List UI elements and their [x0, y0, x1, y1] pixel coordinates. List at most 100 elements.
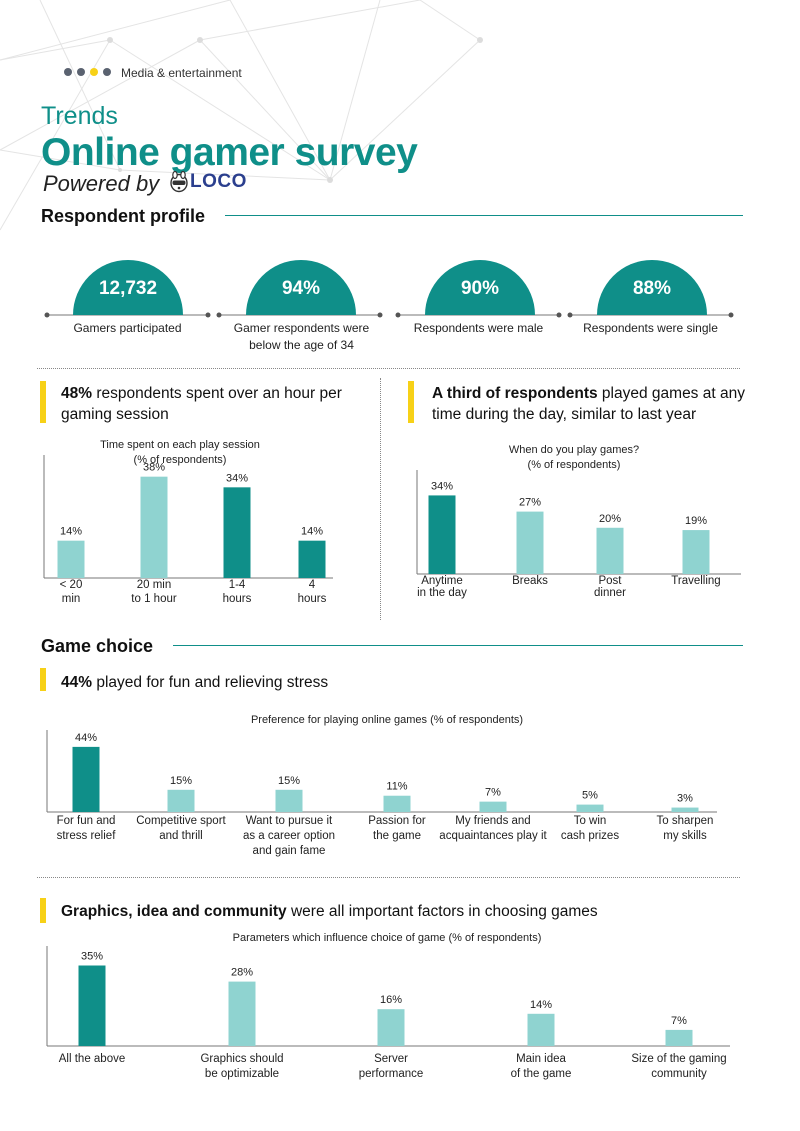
section-title-profile: Respondent profile [41, 206, 206, 226]
stat-value-age: 94% [281, 278, 321, 299]
section-title-game-choice: Game choice [41, 636, 154, 656]
bar-value-label: 16% [380, 994, 402, 1006]
category-tick-label: 4 [309, 579, 316, 591]
category-tick-label: Competitive sport [136, 815, 226, 827]
page-kicker: Trends [41, 102, 118, 130]
stat-value-single: 88% [632, 278, 672, 299]
game-choice-headline-bold: 44% [61, 674, 93, 691]
category-tick-label: All the above [59, 1053, 126, 1065]
stat-shape-3 [395, 260, 562, 318]
bar-value-label: 34% [226, 472, 248, 484]
chart-title-parameters: Parameters which influence choice of gam… [232, 932, 542, 944]
factors-headline: Graphics, idea and community were all im… [61, 901, 761, 922]
bar [479, 801, 507, 812]
bar [527, 1013, 555, 1046]
bar-value-label: 14% [530, 999, 552, 1011]
stat-value-gamers: 12,732 [98, 278, 158, 299]
category-tick-label: To win [574, 815, 607, 827]
category-tick-label: Post [598, 575, 622, 587]
bar [377, 1009, 405, 1046]
chart-title-session-main: Time spent on each play session [100, 439, 260, 451]
dot-icon [64, 68, 72, 76]
category-tick-label: community [651, 1068, 707, 1080]
stat-label-single: Respondents were single [583, 321, 718, 335]
bar-value-label: 38% [143, 462, 165, 474]
category-tick-label: acquaintances play it [439, 830, 547, 842]
category-tick-label: Travelling [671, 575, 720, 587]
category-tick-label: 20 min [137, 579, 172, 591]
bar [596, 527, 624, 574]
chart-title-timing-main: When do you play games? [508, 444, 640, 456]
bar [665, 1029, 693, 1046]
bar [671, 807, 699, 812]
category-tick-label: hours [298, 593, 327, 605]
category-tick-label: stress relief [57, 830, 117, 842]
category-tick-label: < 20 [60, 579, 83, 591]
session-headline: 48% respondents spent over an hour per g… [61, 383, 371, 425]
category-tick-label: Breaks [512, 575, 548, 587]
bar-value-label: 15% [278, 775, 300, 787]
bar [57, 540, 85, 578]
bar [682, 530, 710, 574]
game-choice-headline-text: played for fun and relieving stress [92, 674, 329, 691]
bar [228, 981, 256, 1046]
stat-shape-4 [567, 260, 734, 318]
bar-value-label: 19% [685, 515, 707, 527]
stat-shape-2 [216, 260, 383, 318]
powered-by-text: Powered by [43, 171, 160, 196]
category-tick-label: and gain fame [253, 845, 326, 857]
stat-label-gamers: Gamers participated [73, 321, 182, 335]
bar-value-label: 3% [677, 793, 693, 805]
bar-value-label: 27% [519, 497, 541, 509]
section-divider [225, 215, 743, 216]
category-tick-label: For fun and [57, 815, 116, 827]
dot-icon [103, 68, 111, 76]
category-tick-label: Graphics should [200, 1053, 283, 1065]
timing-headline-text: played games at any time during the day,… [432, 385, 745, 423]
logo-text: LOCO [190, 171, 247, 192]
mascot-icon [170, 171, 188, 193]
bar [428, 495, 456, 574]
chart-title-session: Time spent on each play session (% of re… [60, 438, 300, 468]
category-tick-label: be optimizable [205, 1068, 279, 1080]
chart-title-timing: When do you play games? (% of respondent… [454, 443, 694, 473]
category-tick-label: Anytime [421, 575, 463, 587]
bar-value-label: 35% [81, 951, 103, 963]
dot-icon [90, 68, 98, 76]
stat-label-male: Respondents were male [413, 321, 544, 335]
bar-value-label: 28% [231, 967, 253, 979]
chart-parameters: 35% All the above 28% Graphics should be opt… [46, 946, 730, 1080]
highlight-bar [40, 381, 46, 423]
chart-preference: 44% For fun and stress relief 15% Competitiv… [46, 730, 717, 857]
bar-value-label: 11% [386, 781, 407, 793]
section-divider [173, 645, 743, 646]
category-tick-label: Server [374, 1053, 408, 1065]
loco-logo: LOCO [170, 171, 247, 193]
category-tick-label: Passion for [368, 815, 426, 827]
bar [167, 789, 195, 812]
dot-icon [77, 68, 85, 76]
background-network-lines [0, 0, 483, 231]
bar-value-label: 5% [582, 790, 598, 802]
factors-headline-bold: Graphics, idea and community [61, 903, 287, 920]
category-tick-label: Size of the gaming [631, 1053, 726, 1065]
chart-session: 14% < 20 min 38% 20 min to 1 hour 34% 1-4 hours 1… [43, 455, 333, 605]
category-tick-label: of the game [511, 1068, 572, 1080]
stat-shape-1 [44, 260, 211, 318]
category-tick-label: the game [373, 830, 421, 842]
category-tick-label: 1-4 [229, 579, 246, 591]
timing-headline-bold: A third of respondents [432, 385, 598, 402]
category-tick-label: hours [223, 593, 252, 605]
game-choice-headline: 44% played for fun and relieving stress [61, 672, 561, 693]
bar-value-label: 14% [301, 526, 323, 538]
session-headline-text: respondents spent over an hour per gamin… [61, 385, 342, 423]
chart-title-timing-sub: (% of respondents) [527, 459, 621, 471]
timing-headline: A third of respondents played games at a… [432, 383, 752, 425]
bar-value-label: 20% [599, 513, 621, 525]
highlight-bar [40, 898, 46, 923]
highlight-bar [408, 381, 414, 423]
category-tick-label: min [62, 593, 81, 605]
category-tick-label: as a career option [243, 830, 335, 842]
bar [223, 487, 251, 578]
bar [576, 804, 604, 812]
